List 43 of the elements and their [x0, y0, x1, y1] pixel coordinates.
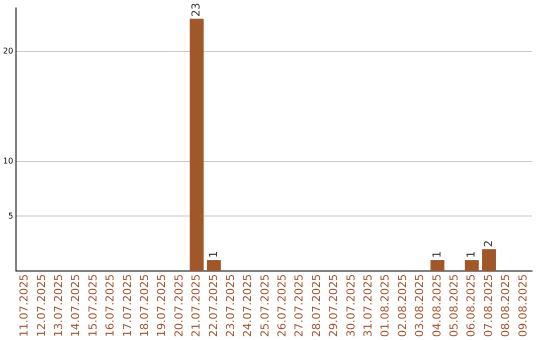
data-label: 1: [206, 251, 220, 258]
x-tick-label: 25.07.2025: [258, 274, 272, 338]
data-label: 23: [190, 2, 203, 17]
bar: [206, 260, 221, 272]
bar: [190, 18, 204, 272]
bar: [430, 260, 444, 272]
x-tick-label: 08.08.2025: [499, 274, 512, 338]
y-tick-label: 5: [8, 211, 14, 220]
bar: [464, 260, 479, 272]
x-tick-label: 11.07.2025: [18, 274, 31, 338]
x-tick-label: 14.07.2025: [69, 274, 82, 338]
x-tick-label: 31.07.2025: [362, 274, 375, 338]
x-tick-label: 16.07.2025: [104, 274, 117, 338]
x-tick-label: 12.07.2025: [34, 274, 48, 338]
data-label: 2: [482, 240, 495, 248]
x-tick-label: 26.07.2025: [276, 274, 289, 338]
x-tick-label: 01.08.2025: [378, 274, 392, 338]
x-tick-label: 07.08.2025: [482, 274, 495, 338]
y-tick-label: 10: [2, 156, 14, 166]
data-label: 1: [464, 251, 478, 258]
data-label: 1: [430, 251, 444, 258]
x-tick-label: 18.07.2025: [138, 274, 151, 338]
x-tick-label: 21.07.2025: [190, 274, 203, 338]
x-tick-label: 30.07.2025: [344, 274, 358, 338]
x-tick-label: 28.07.2025: [310, 274, 323, 338]
bar: [482, 249, 496, 272]
x-tick-label: 15.07.2025: [86, 274, 100, 338]
x-tick-label: 29.07.2025: [327, 274, 340, 338]
x-tick-label: 20.07.2025: [172, 274, 186, 338]
x-tick-label: 02.08.2025: [396, 274, 409, 338]
x-tick-label: 23.07.2025: [224, 274, 237, 338]
x-tick-label: 04.08.2025: [430, 274, 444, 338]
x-tick-label: 06.08.2025: [464, 274, 478, 338]
y-tick-label: 20: [2, 46, 14, 56]
x-tick-label: 13.07.2025: [52, 274, 66, 338]
x-tick-label: 19.07.2025: [155, 274, 168, 338]
x-tick-label: 24.07.2025: [241, 274, 254, 338]
x-tick-label: 03.08.2025: [413, 274, 426, 338]
x-tick-label: 05.08.2025: [447, 274, 460, 338]
x-tick-label: 22.07.2025: [206, 274, 220, 338]
x-tick-label: 27.07.2025: [292, 274, 306, 338]
x-tick-label: 09.08.2025: [516, 274, 530, 338]
x-tick-label: 17.07.2025: [120, 274, 134, 338]
